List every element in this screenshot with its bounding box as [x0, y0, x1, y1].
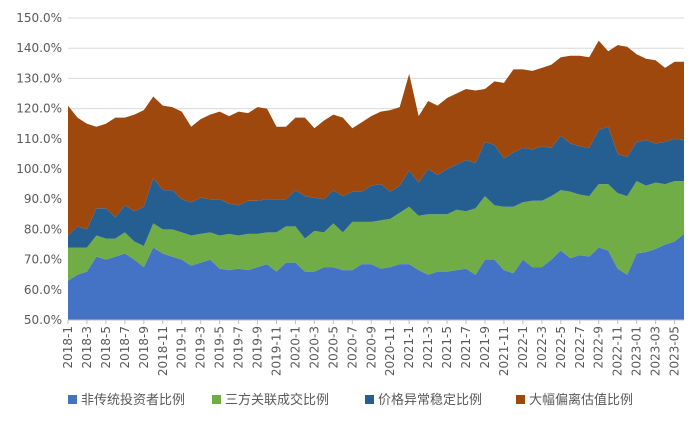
x-tick-label: 2018-11: [156, 326, 170, 376]
x-tick-label: 2021-9: [478, 326, 492, 369]
y-tick-label: 140.0%: [16, 41, 62, 55]
y-tick-label: 100.0%: [16, 162, 62, 176]
legend-swatch: [365, 395, 374, 404]
y-tick-label: 80.0%: [24, 222, 62, 236]
x-tick-label: 2022-5: [554, 326, 568, 369]
x-tick-label: 2018-9: [137, 326, 151, 369]
x-tick-label: 2019-11: [269, 326, 283, 376]
x-axis: 2018-1 2018-3 2018-5 2018-7 2018-9 2018-11 201…: [61, 319, 684, 376]
x-tick-label: 2022-1: [516, 326, 530, 369]
x-tick-label: 2021-1: [402, 326, 416, 369]
x-tick-label: 2020-11: [383, 326, 397, 376]
x-tick-label: 2023-01: [630, 326, 644, 376]
x-tick-label: 2021-11: [497, 326, 511, 376]
x-tick-label: 2020-9: [364, 326, 378, 369]
y-axis: 50.0% 60.0% 70.0% 80.0% 90.0% 100.0% 110.0% 120…: [16, 11, 62, 327]
x-tick-label: 2018-5: [99, 326, 113, 369]
y-tick-label: 150.0%: [16, 11, 62, 25]
y-tick-label: 60.0%: [24, 283, 62, 297]
x-tick-label: 2018-1: [61, 326, 75, 369]
x-tick-label: 2018-3: [80, 326, 94, 369]
y-tick-label: 70.0%: [24, 253, 62, 267]
x-tick-label: 2021-5: [440, 326, 454, 369]
area-series-1: [68, 233, 684, 320]
legend-swatch: [212, 395, 221, 404]
y-tick-label: 110.0%: [16, 132, 62, 146]
x-tick-label: 2019-7: [232, 326, 246, 369]
x-tick-label: 2022-7: [573, 326, 587, 369]
area-series-4: [68, 40, 684, 236]
x-tick-label: 2022-11: [611, 326, 625, 376]
y-tick-label: 130.0%: [16, 71, 62, 85]
y-tick-label: 50.0%: [24, 313, 62, 327]
x-tick-label: 2019-5: [213, 326, 227, 369]
legend-swatch: [516, 395, 525, 404]
x-tick-label: 2023-03: [649, 326, 663, 376]
y-tick-label: 120.0%: [16, 102, 62, 116]
legend-label: 大幅偏离估值比例: [529, 392, 633, 408]
legend: 非传统投资者比例 三方关联成交比例 价格异常稳定比例 大幅偏离估值比例: [68, 392, 633, 408]
x-tick-label: 2020-1: [288, 326, 302, 369]
x-tick-label: 2019-1: [175, 326, 189, 369]
area-series-2: [68, 181, 684, 281]
x-tick-label: 2018-7: [118, 326, 132, 369]
legend-label: 非传统投资者比例: [81, 392, 185, 408]
x-tick-label: 2019-3: [194, 326, 208, 369]
x-tick-label: 2022-9: [592, 326, 606, 369]
y-tick-label: 90.0%: [24, 192, 62, 206]
x-tick-label: 2023-05: [668, 326, 682, 376]
area-series-3: [68, 126, 684, 248]
legend-label: 价格异常稳定比例: [378, 392, 482, 408]
legend-swatch: [68, 395, 77, 404]
x-tick-label: 2022-3: [535, 326, 549, 369]
legend-label: 三方关联成交比例: [225, 392, 329, 408]
x-tick-label: 2019-9: [251, 326, 265, 369]
area-series-group: [68, 40, 684, 320]
x-tick-label: 2021-3: [421, 326, 435, 369]
x-tick-label: 2020-7: [345, 326, 359, 369]
x-tick-label: 2020-3: [307, 326, 321, 369]
x-tick-label: 2021-7: [459, 326, 473, 369]
x-tick-label: 2020-5: [326, 326, 340, 369]
